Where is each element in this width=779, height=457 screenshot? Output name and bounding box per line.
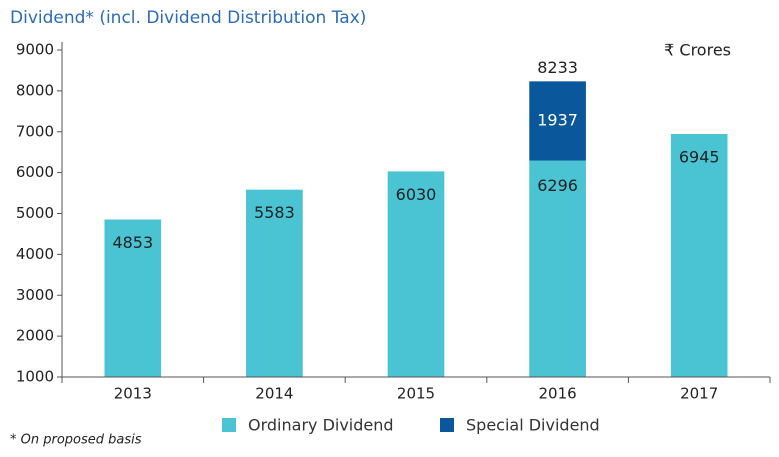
y-tick-label: 4000 (16, 245, 54, 263)
legend-label: Ordinary Dividend (248, 416, 394, 435)
value-label: 1937 (537, 110, 578, 129)
x-tick-label: 2016 (539, 385, 577, 403)
value-label: 4853 (112, 233, 153, 252)
x-tick-label: 2014 (255, 385, 293, 403)
bar-segment (246, 189, 303, 377)
legend-swatch (222, 418, 236, 432)
y-tick-label: 8000 (16, 81, 54, 99)
total-label: 8233 (537, 58, 578, 77)
y-tick-label: 2000 (16, 327, 54, 345)
bar-segment (529, 160, 586, 377)
unit-label: ₹ Crores (664, 41, 731, 60)
legend-swatch (440, 418, 454, 432)
legend-label: Special Dividend (466, 416, 600, 435)
value-label: 5583 (254, 203, 295, 222)
y-tick-label: 5000 (16, 204, 54, 222)
y-tick-label: 7000 (16, 122, 54, 140)
bar-segment (104, 219, 162, 377)
value-label: 6296 (537, 176, 578, 195)
chart-title: Dividend* (incl. Dividend Distribution T… (10, 8, 366, 28)
bar-segment (670, 133, 728, 377)
value-label: 6030 (396, 185, 437, 204)
value-label: 6945 (679, 147, 720, 166)
y-tick-label: 9000 (16, 41, 54, 59)
bar-segment (387, 171, 445, 377)
x-tick-label: 2013 (114, 385, 152, 403)
y-tick-label: 6000 (16, 163, 54, 181)
bar-segment (529, 81, 586, 161)
x-tick-label: 2015 (397, 385, 435, 403)
footnote: * On proposed basis (10, 433, 142, 448)
y-tick-label: 3000 (16, 286, 54, 304)
x-tick-label: 2017 (680, 385, 718, 403)
y-tick-label: 1000 (16, 368, 54, 386)
